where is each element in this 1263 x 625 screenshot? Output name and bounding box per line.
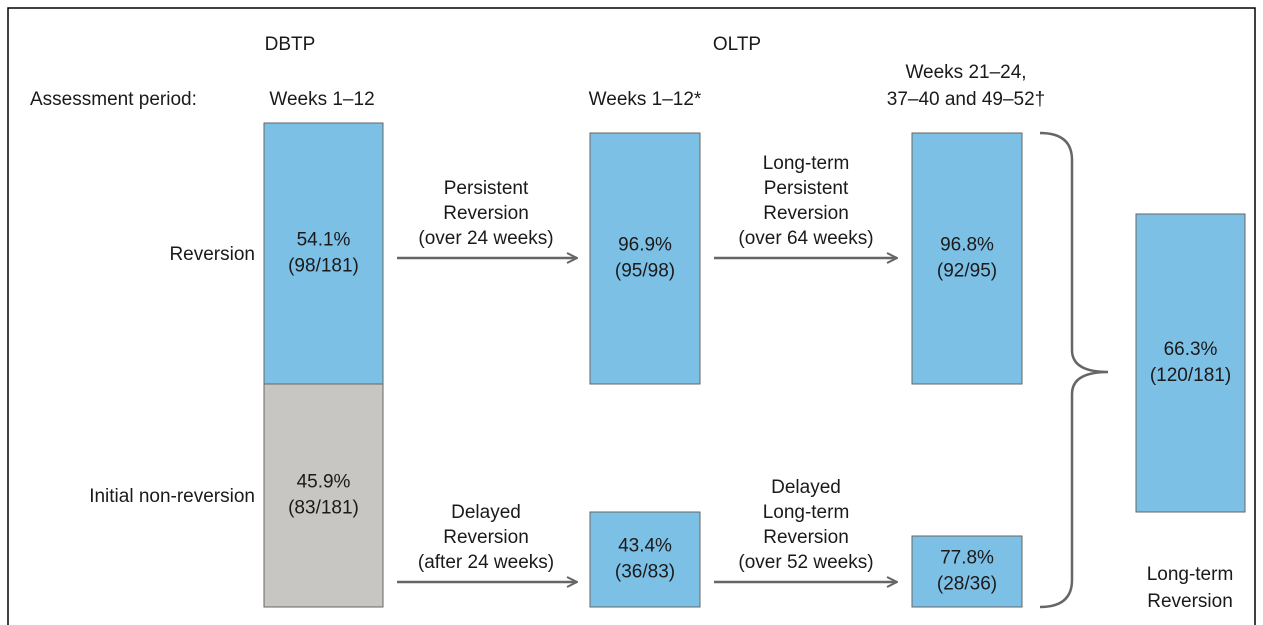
box-fraction: (92/95) — [937, 261, 997, 282]
frame — [7, 7, 1256, 625]
period-label: DBTP — [265, 34, 316, 55]
box-fraction: (98/181) — [288, 256, 359, 277]
box — [263, 383, 384, 608]
transition-label: Long-term — [763, 502, 850, 523]
box-percent: 66.3% — [1164, 339, 1218, 360]
box-percent: 96.8% — [940, 235, 994, 256]
row-label: Reversion — [169, 244, 255, 265]
transition-label: Reversion — [443, 527, 529, 548]
period-label: OLTP — [713, 34, 761, 55]
column-header: Weeks 1–12 — [269, 89, 374, 110]
summary-label: Reversion — [1147, 591, 1233, 612]
assessment-label: Assessment period: — [30, 89, 197, 110]
column-header: Weeks 1–12* — [589, 89, 702, 110]
brace — [1039, 131, 1109, 609]
box-percent: 43.4% — [618, 536, 672, 557]
transition-label: Delayed — [451, 502, 521, 523]
box-fraction: (83/181) — [288, 498, 359, 519]
transition-label: (over 52 weeks) — [738, 552, 873, 573]
box-fraction: (95/98) — [615, 261, 675, 282]
transition-label: Long-term — [763, 153, 850, 174]
box-percent: 54.1% — [297, 230, 351, 251]
transition-label: Persistent — [764, 178, 849, 199]
box — [263, 122, 384, 385]
transition-label: (over 64 weeks) — [738, 228, 873, 249]
box-fraction: (120/181) — [1150, 365, 1231, 386]
box — [589, 132, 701, 385]
column-header: Weeks 21–24, — [905, 62, 1026, 83]
box-fraction: (28/36) — [937, 574, 997, 595]
box-percent: 77.8% — [940, 548, 994, 569]
box — [1135, 213, 1246, 513]
box — [589, 511, 701, 608]
transition-label: Reversion — [443, 203, 529, 224]
row-label: Initial non-reversion — [89, 486, 255, 507]
transition-label: Persistent — [444, 178, 529, 199]
summary-label: Long-term — [1147, 564, 1234, 585]
transition-label: (after 24 weeks) — [418, 552, 554, 573]
column-header: 37–40 and 49–52† — [887, 89, 1046, 110]
box-fraction: (36/83) — [615, 562, 675, 583]
box-percent: 45.9% — [297, 472, 351, 493]
transition-label: (over 24 weeks) — [418, 228, 553, 249]
transition-label: Reversion — [763, 203, 849, 224]
transition-label: Reversion — [763, 527, 849, 548]
box — [911, 132, 1023, 385]
box-percent: 96.9% — [618, 235, 672, 256]
transition-label: Delayed — [771, 477, 841, 498]
box — [911, 535, 1023, 608]
